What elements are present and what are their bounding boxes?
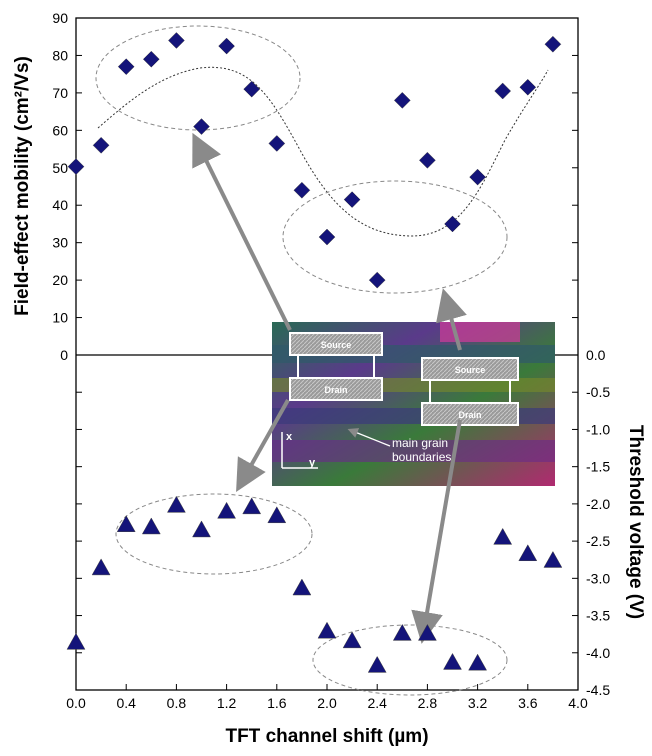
diamond-marker [93, 137, 109, 153]
y2-tick-label: -3.5 [586, 608, 610, 624]
triangle-marker [293, 579, 311, 595]
triangle-marker [368, 656, 386, 672]
y-tick-label: 60 [52, 122, 68, 138]
y2-tick-label: 0.0 [586, 347, 606, 363]
inset-label: Drain [458, 410, 481, 420]
diamond-marker [319, 229, 335, 245]
diamond-marker [219, 38, 235, 54]
x-axis-label: TFT channel shift (µm) [225, 726, 428, 747]
x-tick-label: 0.8 [167, 695, 187, 711]
triangle-marker [494, 528, 512, 544]
triangle-marker [544, 551, 562, 567]
y-tick-label: 90 [52, 10, 68, 26]
y2-tick-label: -0.5 [586, 384, 610, 400]
diamond-marker [168, 32, 184, 48]
inset-annotation: main grain boundaries [392, 436, 502, 464]
triangle-marker [92, 559, 110, 575]
diamond-marker [294, 182, 310, 198]
triangle-marker [193, 521, 211, 537]
y2-tick-label: -2.5 [586, 533, 610, 549]
triangle-marker [519, 545, 537, 561]
triangle-marker [142, 518, 160, 534]
diamond-marker [143, 51, 159, 67]
triangle-marker [469, 654, 487, 670]
x-tick-label: 0.0 [66, 695, 86, 711]
diamond-marker [445, 216, 461, 232]
triangle-marker [393, 624, 411, 640]
diamond-marker [394, 92, 410, 108]
diamond-marker [419, 152, 435, 168]
y2-tick-label: -3.0 [586, 570, 610, 586]
triangle-marker [243, 498, 261, 514]
inset-label: Source [321, 340, 352, 350]
x-tick-label: 2.8 [418, 695, 438, 711]
y-axis-label: Field-effect mobility (cm²/Vs) [12, 56, 33, 316]
inset-label: Source [455, 365, 486, 375]
y2-tick-label: -2.0 [586, 496, 610, 512]
diamond-marker [495, 83, 511, 99]
inset-axis: y [309, 457, 316, 469]
x-tick-label: 1.6 [267, 695, 287, 711]
y2-tick-label: -4.5 [586, 682, 610, 698]
y2-tick-label: -4.0 [586, 645, 610, 661]
diamond-marker [118, 59, 134, 75]
y-tick-label: 30 [52, 235, 68, 251]
y-tick-label: 20 [52, 272, 68, 288]
y-tick-label: 0 [60, 347, 68, 363]
triangle-marker [444, 653, 462, 669]
x-tick-label: 4.0 [568, 695, 588, 711]
diamond-marker [470, 169, 486, 185]
x-tick-label: 3.6 [518, 695, 538, 711]
triangle-marker [218, 502, 236, 518]
y-tick-label: 70 [52, 85, 68, 101]
triangle-marker [117, 516, 135, 532]
x-tick-label: 2.0 [317, 695, 337, 711]
x-tick-label: 0.4 [116, 695, 136, 711]
x-tick-label: 1.2 [217, 695, 237, 711]
trend-curve [98, 67, 548, 236]
triangle-marker [67, 633, 85, 649]
x-tick-label: 3.2 [468, 695, 488, 711]
triangle-marker [268, 507, 286, 523]
inset-axis: x [286, 431, 293, 443]
diamond-marker [344, 192, 360, 208]
y-tick-label: 40 [52, 197, 68, 213]
y-tick-label: 50 [52, 160, 68, 176]
diamond-marker [369, 272, 385, 288]
triangle-marker [318, 622, 336, 638]
inset-label: Drain [324, 385, 347, 395]
triangle-marker [167, 496, 185, 512]
chart: Source Drain Source Drain x y main grain… [0, 0, 652, 751]
triangle-marker [418, 624, 436, 640]
diamond-marker [68, 159, 84, 175]
y-tick-label: 10 [52, 310, 68, 326]
diamond-marker [545, 36, 561, 52]
y-tick-label: 80 [52, 47, 68, 63]
x-tick-label: 2.4 [367, 695, 387, 711]
inset-annotation-box: main grain boundaries [392, 436, 502, 476]
y2-tick-label: -1.5 [586, 459, 610, 475]
y2-axis-label: Threshold voltage (V) [625, 425, 646, 619]
diamond-marker [269, 135, 285, 151]
diamond-marker [244, 81, 260, 97]
y2-tick-label: -1.0 [586, 421, 610, 437]
diamond-marker [194, 119, 210, 135]
